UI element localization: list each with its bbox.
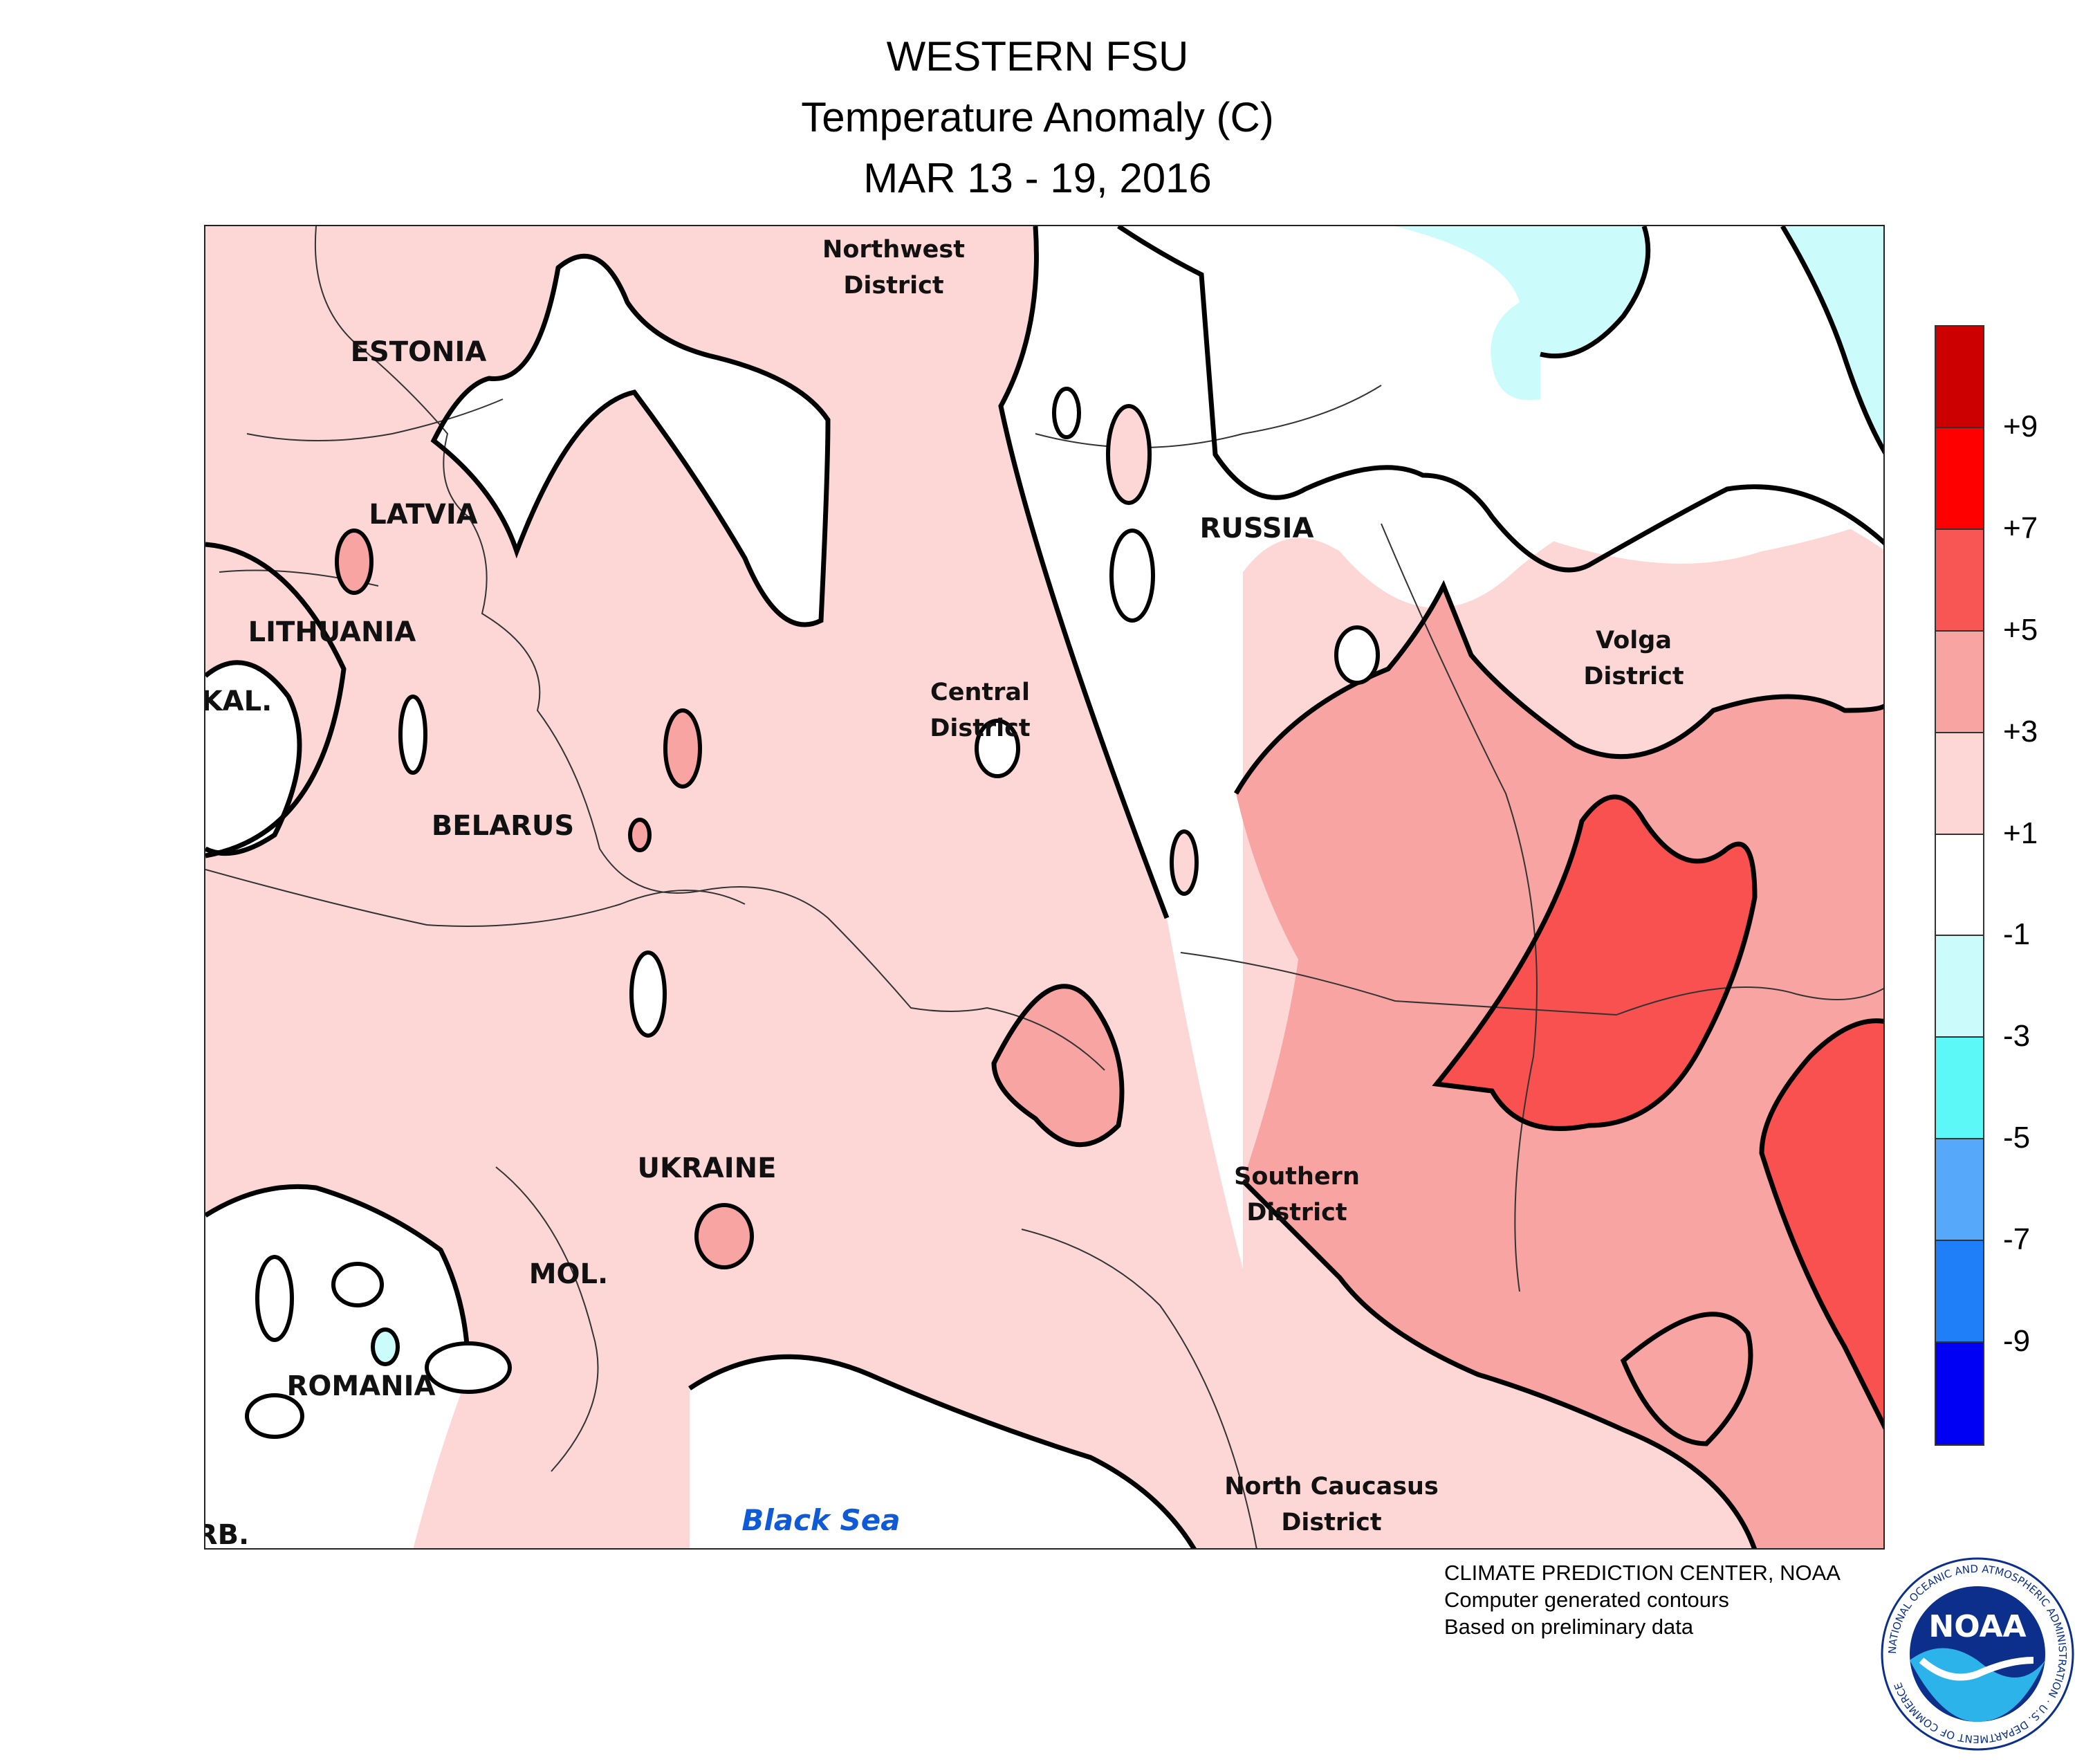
contour-islands: [245, 387, 1380, 1439]
contour-lines: [205, 226, 1883, 1548]
legend-swatch: [1936, 428, 1983, 530]
credit-agency: CLIMATE PREDICTION CENTER, NOAA: [1444, 1561, 1841, 1585]
title-variable: Temperature Anomaly (C): [801, 94, 1274, 140]
title-region: WESTERN FSU: [886, 33, 1189, 80]
label-north-caucasus-district: North Caucasus: [1224, 1473, 1439, 1500]
contour-island: [629, 950, 667, 1038]
legend-swatch: [1936, 1139, 1983, 1242]
legend-label: -7: [2003, 1222, 2031, 1257]
noaa-logo-icon: NOAA NATIONAL OCEANIC AND ATMOSPHERIC AD…: [1881, 1557, 2074, 1751]
anomaly-zone-5-to-7-volga: [1437, 797, 1755, 1129]
contour-island: [335, 529, 374, 595]
label-volga-district-2: District: [1583, 663, 1684, 690]
label-volga-district: Volga: [1596, 627, 1672, 654]
anomaly-zone-neutral-pskov: [434, 256, 828, 625]
label-kaliningrad: KAL.: [205, 686, 272, 717]
contour-island: [694, 1203, 754, 1269]
legend-label: +7: [2003, 511, 2038, 545]
legend-swatch: [1936, 1343, 1983, 1444]
anomaly-zone-neutral-west: [205, 662, 299, 854]
legend-label: -1: [2003, 917, 2031, 952]
legend-label: +9: [2003, 409, 2038, 443]
credit-data-note: Based on preliminary data: [1444, 1615, 1694, 1639]
label-moldova: MOL.: [529, 1258, 609, 1290]
label-central-district-2: District: [930, 715, 1030, 742]
contour-island: [398, 695, 427, 775]
contour-island: [975, 719, 1020, 778]
legend-swatch: [1936, 327, 1983, 428]
label-black-sea: Black Sea: [741, 1503, 900, 1537]
legend-label: +3: [2003, 714, 2038, 748]
anomaly-zone-5-to-7-east: [1762, 1020, 1883, 1424]
label-latvia: LATVIA: [369, 499, 477, 531]
contour-island: [1170, 829, 1199, 896]
noaa-logo-text: NOAA: [1928, 1609, 2026, 1644]
title-date-range: MAR 13 - 19, 2016: [863, 155, 1212, 201]
contour-island: [1109, 529, 1155, 623]
map-title: WESTERN FSU Temperature Anomaly (C) MAR …: [0, 26, 2075, 209]
legend-swatch: [1936, 733, 1983, 835]
anomaly-zone-neg-3-to-neg-1-b: [1395, 226, 1648, 401]
legend-swatch: [1936, 631, 1983, 733]
anomaly-zone-1-to-3: [205, 226, 1326, 1548]
contour-island: [1334, 625, 1380, 685]
anomaly-zone-neutral-north: [1032, 226, 1883, 629]
label-lithuania: LITHUANIA: [248, 616, 416, 648]
label-southern-district: Southern: [1234, 1163, 1360, 1191]
contour-island: [245, 1393, 304, 1439]
legend-label: -3: [2003, 1019, 2031, 1054]
legend-swatch: [1936, 834, 1983, 937]
legend-label: -9: [2003, 1324, 2031, 1359]
label-northwest-district: Northwest: [822, 236, 965, 264]
label-estonia: ESTONIA: [351, 336, 487, 368]
label-romania: ROMANIA: [287, 1370, 436, 1402]
label-serbia-partial: RB.: [205, 1519, 249, 1550]
contour-island: [1052, 387, 1081, 439]
contour-island: [425, 1341, 512, 1394]
credit-method: Computer generated contours: [1444, 1588, 1729, 1612]
contour-island: [1106, 404, 1152, 505]
label-north-caucasus-district-2: District: [1281, 1509, 1381, 1536]
anomaly-zone-neg-3-to-neg-1: [1395, 226, 1883, 450]
legend-swatch: [1936, 1241, 1983, 1343]
color-scale-legend: [1935, 325, 1984, 1446]
label-ukraine: UKRAINE: [638, 1152, 777, 1184]
legend-swatch: [1936, 936, 1983, 1038]
contour-island: [628, 818, 652, 852]
legend-swatch: [1936, 1038, 1983, 1140]
label-belarus: BELARUS: [432, 810, 574, 842]
label-russia: RUSSIA: [1200, 513, 1314, 544]
legend-label: -5: [2003, 1121, 2031, 1155]
anomaly-zone-neutral-blacksea: [690, 1357, 1194, 1548]
contour-island: [371, 1327, 400, 1366]
map-canvas: ESTONIA LATVIA LITHUANIA KAL. BELARUS UK…: [205, 226, 1883, 1550]
label-southern-district-2: District: [1246, 1199, 1347, 1226]
legend-label: +1: [2003, 816, 2038, 850]
anomaly-zone-3-to-5-small: [994, 986, 1122, 1145]
credits: CLIMATE PREDICTION CENTER, NOAA Computer…: [1444, 1559, 1841, 1640]
contour-island: [255, 1255, 294, 1342]
anomaly-map: ESTONIA LATVIA LITHUANIA KAL. BELARUS UK…: [204, 225, 1885, 1550]
region-labels: ESTONIA LATVIA LITHUANIA KAL. BELARUS UK…: [205, 236, 1684, 1550]
contour-island: [331, 1262, 384, 1307]
label-central-district: Central: [930, 679, 1030, 706]
contour-island: [663, 708, 702, 789]
legend-swatch: [1936, 529, 1983, 632]
legend-label: +5: [2003, 612, 2038, 647]
label-northwest-district-2: District: [843, 272, 943, 300]
